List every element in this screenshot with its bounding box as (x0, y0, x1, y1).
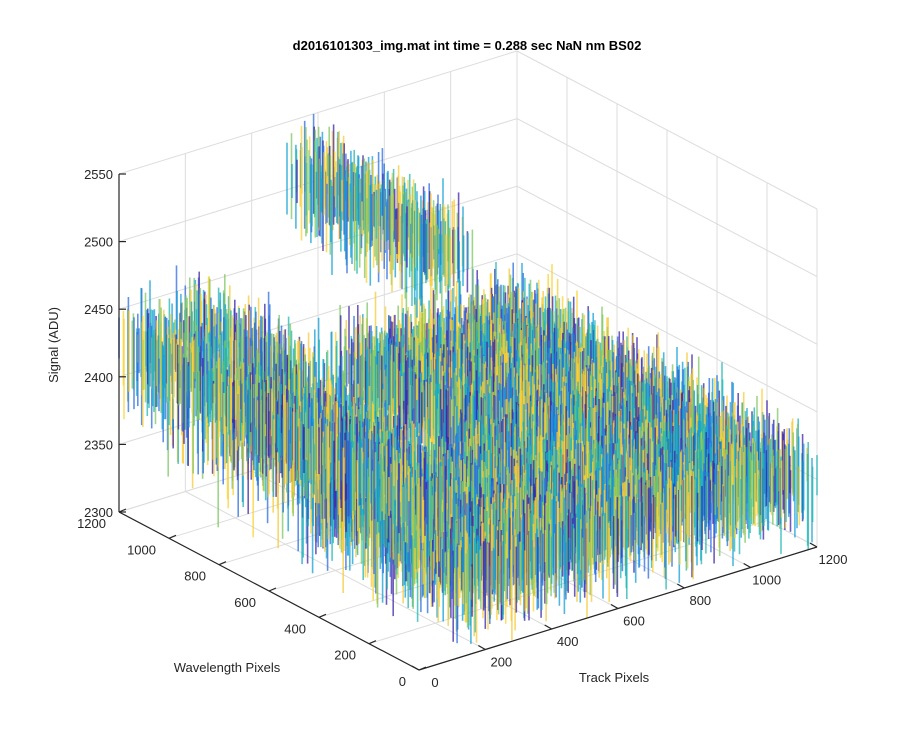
grid-line (516, 118, 818, 278)
grid-line (118, 50, 518, 175)
grid-line (516, 50, 818, 210)
grid-line (516, 253, 818, 413)
surface-layer (118, 113, 818, 644)
grid-line (516, 185, 818, 345)
